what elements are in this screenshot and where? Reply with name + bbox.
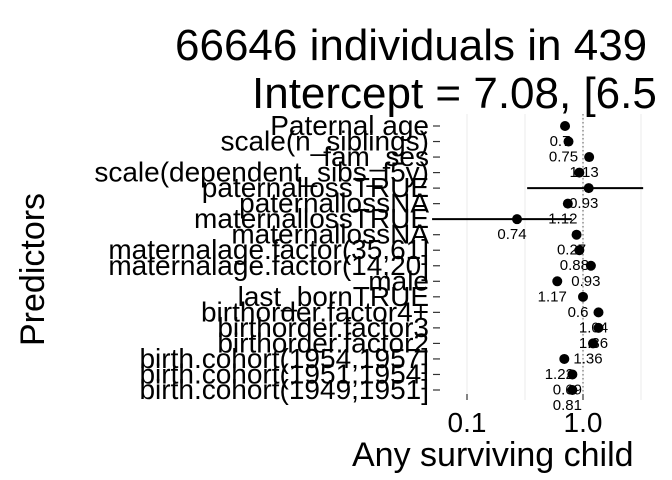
predictor-label: male xyxy=(368,265,429,296)
value-label: 0.6 xyxy=(568,304,589,321)
title-line-2: Intercept = 7.08, [6.5 xyxy=(252,69,657,118)
predictor-label: maternallossTRUE xyxy=(194,203,429,234)
value-label: 0.81 xyxy=(553,397,582,414)
estimate-point xyxy=(585,260,596,271)
chart-title: 66646 individuals in 439 Intercept = 7.0… xyxy=(175,21,657,118)
x-axis: 0.1 1.0 xyxy=(448,394,603,438)
predictor-label: birth.cohort(1949,1951] xyxy=(139,374,429,405)
x-tick-label: 0.1 xyxy=(448,407,487,438)
predictor-label: paternallossTRUE xyxy=(202,172,429,203)
value-label: 0.69 xyxy=(553,381,582,398)
estimate-marks: 0.70.751.130.931.120.740.270.880.931.170… xyxy=(432,121,644,414)
value-label: 0.7 xyxy=(550,133,571,150)
predictor-label: birth.cohort(1951,1954] xyxy=(139,358,429,389)
predictor-label: last_bornTRUE xyxy=(238,281,429,312)
estimate-point xyxy=(552,276,563,287)
estimate-point xyxy=(567,369,578,380)
predictor-label: birthorder.factor3 xyxy=(217,312,429,343)
estimate-point xyxy=(512,214,523,225)
predictor-label: paternallossNA xyxy=(239,188,429,219)
estimate-point xyxy=(560,121,571,131)
predictor-labels: Paternal agescale(n_siblings)fam_sesscal… xyxy=(94,110,440,405)
predictor-label: scale(dependent_sibs_f5y) xyxy=(94,157,429,188)
title-line-1: 66646 individuals in 439 xyxy=(175,21,647,70)
estimate-point xyxy=(571,229,582,240)
plot-panel xyxy=(466,114,642,400)
value-label: 0.74 xyxy=(497,226,526,243)
predictor-label: maternalage.factor(35,61] xyxy=(108,234,429,265)
estimate-point xyxy=(574,167,585,178)
predictor-label: maternallossNA xyxy=(231,219,429,250)
x-tick-label: 1.0 xyxy=(564,407,603,438)
value-label: 1.17 xyxy=(538,288,567,305)
estimate-point xyxy=(574,245,585,256)
estimate-point xyxy=(593,322,604,333)
estimate-point xyxy=(562,198,573,209)
value-label: 1.22 xyxy=(545,366,574,383)
estimate-point xyxy=(583,183,594,194)
predictor-label: birthorder.factor4+ xyxy=(201,296,429,327)
predictor-label: maternalage.factor(14,20] xyxy=(108,250,429,281)
predictor-label: birthorder.factor2 xyxy=(217,327,429,358)
estimate-point xyxy=(563,136,574,147)
estimate-point xyxy=(588,338,599,349)
x-axis-title: Any surviving child xyxy=(352,436,634,474)
predictor-label: Paternal age xyxy=(270,110,429,141)
value-label: 0.93 xyxy=(571,273,600,290)
estimate-point xyxy=(593,307,604,318)
predictor-label: fam_ses xyxy=(323,141,429,172)
estimate-point xyxy=(578,291,588,302)
value-label: 0.93 xyxy=(569,195,598,212)
value-label: 1.04 xyxy=(579,319,608,336)
value-label: 0.88 xyxy=(560,257,589,274)
predictor-label: scale(n_siblings) xyxy=(220,126,429,157)
value-label: 0.75 xyxy=(549,149,578,166)
estimate-point xyxy=(559,353,570,364)
estimate-point xyxy=(567,385,578,395)
estimate-point xyxy=(584,152,595,163)
predictor-label: birth.cohort(1954,1957] xyxy=(139,343,429,374)
y-axis-title: Predictors xyxy=(14,193,52,346)
value-label: 1.36 xyxy=(573,350,602,367)
